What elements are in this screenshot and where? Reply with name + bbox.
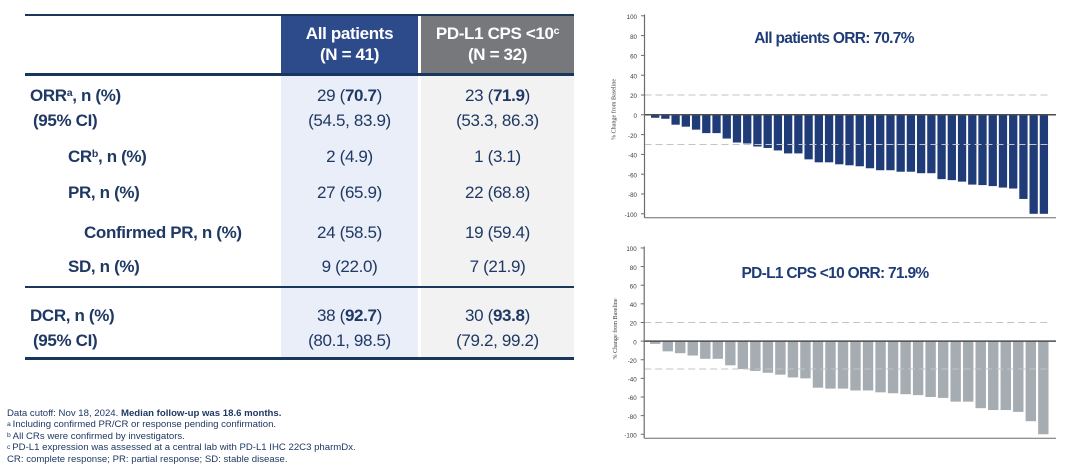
svg-text:20: 20 xyxy=(630,93,637,100)
svg-text:-80: -80 xyxy=(628,192,638,199)
svg-text:-100: -100 xyxy=(625,212,638,219)
svg-text:-60: -60 xyxy=(628,172,638,179)
svg-text:-80: -80 xyxy=(628,414,638,421)
svg-text:0: 0 xyxy=(633,339,637,346)
svg-text:-20: -20 xyxy=(628,133,638,140)
svg-text:40: 40 xyxy=(630,73,637,80)
svg-text:0: 0 xyxy=(634,113,638,120)
svg-text:80: 80 xyxy=(630,34,637,41)
svg-text:40: 40 xyxy=(630,302,637,309)
svg-text:80: 80 xyxy=(630,265,637,272)
svg-text:-60: -60 xyxy=(628,395,638,402)
svg-text:% Change from Baseline: % Change from Baseline xyxy=(612,298,619,359)
svg-text:20: 20 xyxy=(630,321,637,328)
svg-text:60: 60 xyxy=(630,54,637,61)
svg-text:100: 100 xyxy=(627,14,638,21)
svg-text:% Change from Baseline: % Change from Baseline xyxy=(611,79,618,140)
svg-text:-40: -40 xyxy=(628,153,638,160)
svg-text:100: 100 xyxy=(626,246,637,253)
svg-text:-40: -40 xyxy=(628,377,638,384)
svg-text:60: 60 xyxy=(630,283,637,290)
svg-text:-100: -100 xyxy=(624,432,637,439)
svg-text:-20: -20 xyxy=(628,358,638,365)
